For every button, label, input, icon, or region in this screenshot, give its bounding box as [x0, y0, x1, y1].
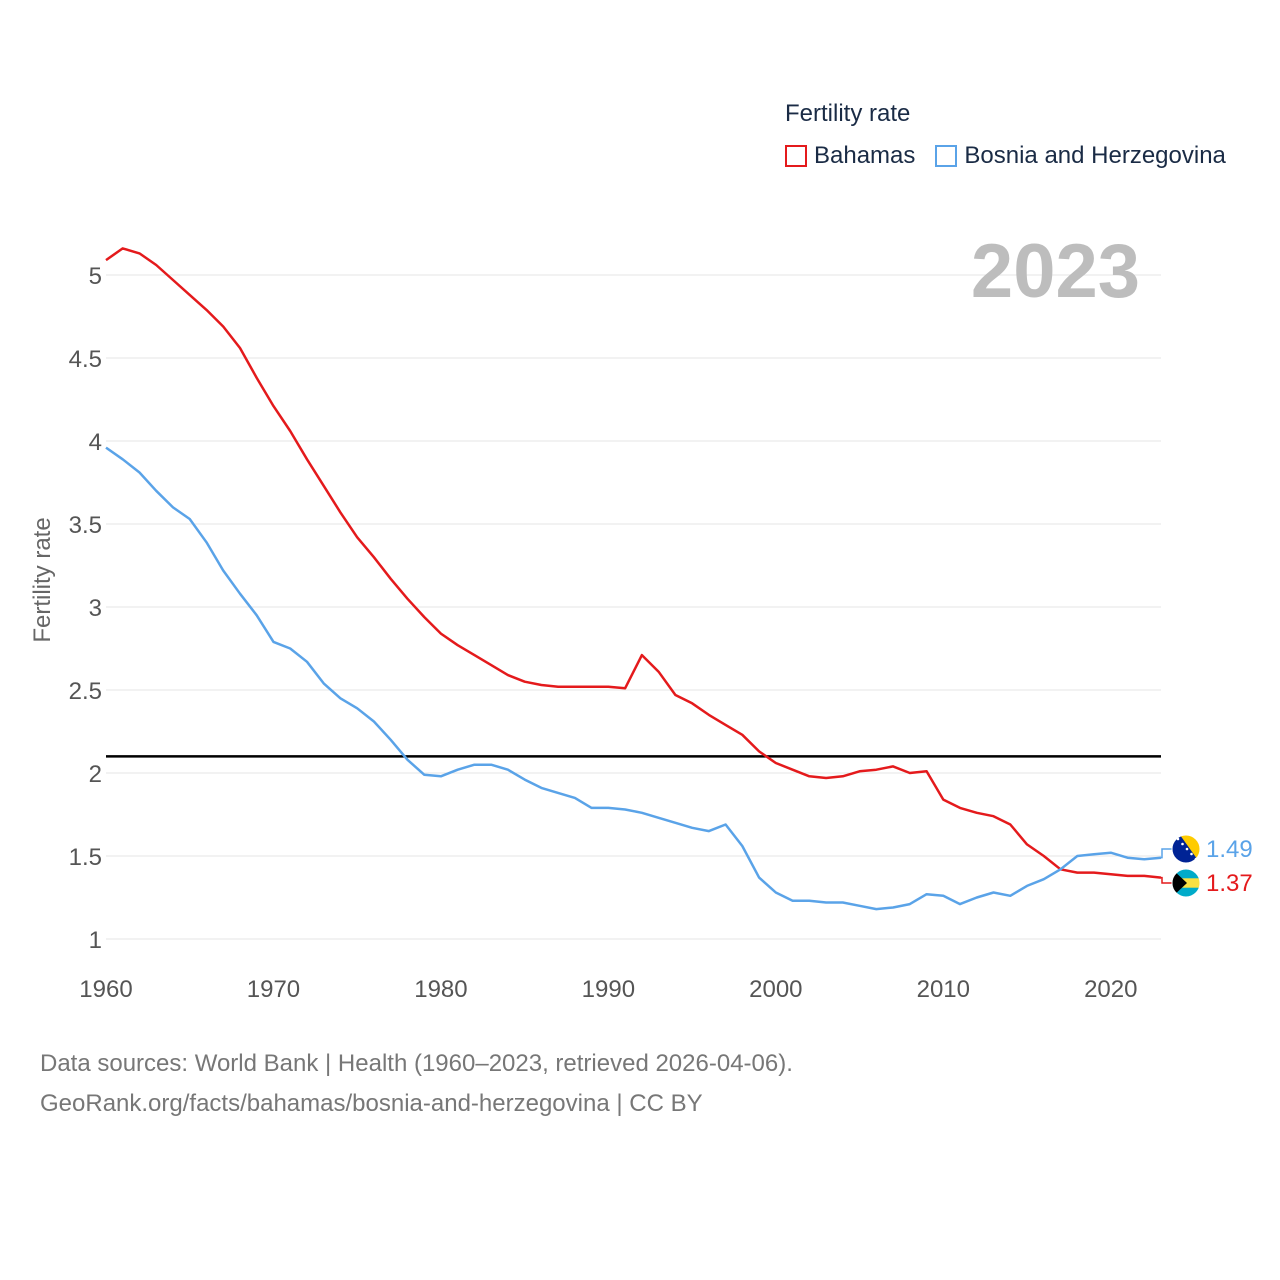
legend-swatch-bosnia — [935, 145, 958, 167]
end-markers: 1.37 1.49 — [1161, 834, 1253, 898]
y-tick-label: 4.5 — [69, 346, 102, 373]
legend-label-bahamas: Bahamas — [814, 142, 916, 169]
series-line-bosnia — [105, 446, 1162, 911]
series-line-bahamas — [105, 247, 1162, 879]
end-value-label: 1.49 — [1206, 836, 1253, 863]
y-tick-label: 3 — [89, 595, 102, 622]
legend-swatch-bahamas — [785, 145, 807, 167]
x-tick-label: 2010 — [917, 976, 970, 1003]
y-tick-label: 2 — [89, 761, 102, 788]
legend-label-bosnia: Bosnia and Herzegovina — [964, 142, 1226, 169]
y-tick-label: 3.5 — [69, 512, 102, 539]
grid-lines — [106, 274, 1161, 940]
x-tick-label: 1960 — [79, 976, 132, 1003]
footer: Data sources: World Bank | Health (1960–… — [40, 1044, 793, 1124]
y-tick-label: 1 — [89, 927, 102, 954]
x-tick-label: 2000 — [749, 976, 802, 1003]
series-lines — [105, 247, 1162, 911]
x-tick-label: 2020 — [1084, 976, 1137, 1003]
x-tick-label: 1980 — [414, 976, 467, 1003]
legend-title: Fertility rate — [785, 100, 911, 127]
legend-item-bahamas[interactable]: Bahamas — [785, 142, 915, 170]
y-tick-label: 2.5 — [69, 678, 102, 705]
x-tick-label: 1990 — [582, 976, 635, 1003]
legend: Bahamas Bosnia and Herzegovina — [785, 142, 1246, 170]
bahamas-flag-icon — [1171, 868, 1201, 898]
footer-link: GeoRank.org/facts/bahamas/bosnia-and-her… — [40, 1090, 703, 1117]
y-tick-label: 5 — [89, 263, 102, 290]
footer-sources: Data sources: World Bank | Health (1960–… — [40, 1050, 793, 1077]
year-label: 2023 — [970, 229, 1140, 314]
end-value-label: 1.37 — [1206, 870, 1253, 897]
end-connector — [1161, 876, 1172, 884]
y-tick-label: 1.5 — [69, 844, 102, 871]
y-tick-label: 4 — [89, 429, 102, 456]
end-connector — [1161, 848, 1172, 859]
x-tick-label: 1970 — [247, 976, 300, 1003]
legend-item-bosnia[interactable]: Bosnia and Herzegovina — [935, 142, 1226, 170]
y-axis-label: Fertility rate — [29, 517, 56, 642]
bosnia-flag-icon — [1171, 834, 1201, 864]
y-axis-ticks: 1 1.5 2 2.5 3 3.5 4 4.5 5 — [69, 263, 102, 954]
x-axis-ticks: 1960 1970 1980 1990 2000 2010 2020 — [79, 976, 1137, 1003]
